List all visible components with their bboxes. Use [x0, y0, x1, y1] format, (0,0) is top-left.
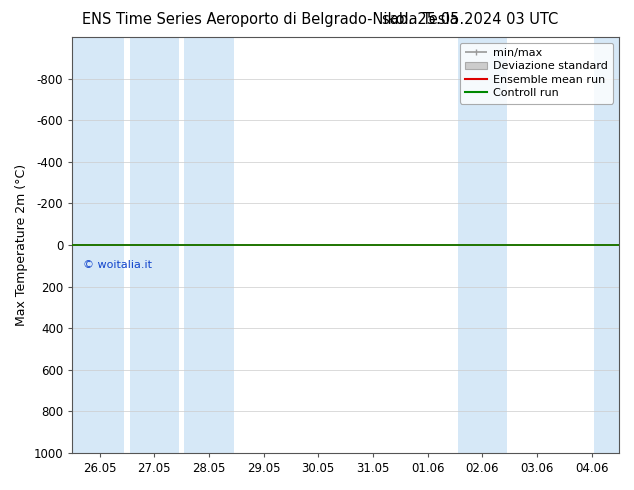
- Bar: [595, 37, 619, 453]
- Bar: [72, 37, 124, 453]
- Bar: [458, 37, 507, 453]
- Legend: min/max, Deviazione standard, Ensemble mean run, Controll run: min/max, Deviazione standard, Ensemble m…: [460, 43, 614, 104]
- Bar: [129, 37, 179, 453]
- Bar: [184, 37, 233, 453]
- Text: ENS Time Series Aeroporto di Belgrado-Nikola Tesla: ENS Time Series Aeroporto di Belgrado-Ni…: [82, 12, 459, 27]
- Text: © woitalia.it: © woitalia.it: [83, 260, 152, 270]
- Text: sab. 25.05.2024 03 UTC: sab. 25.05.2024 03 UTC: [382, 12, 558, 27]
- Y-axis label: Max Temperature 2m (°C): Max Temperature 2m (°C): [15, 164, 28, 326]
